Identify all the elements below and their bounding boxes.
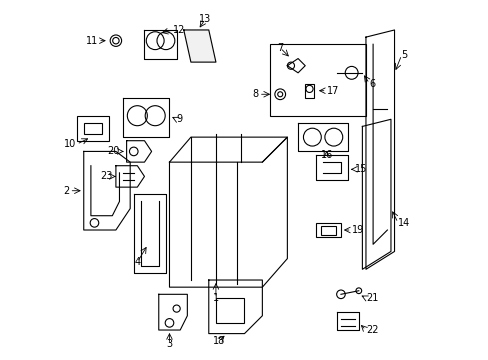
Bar (305, 84, 313, 98)
Text: 22: 22 (365, 325, 378, 335)
Text: 7: 7 (277, 43, 283, 53)
Polygon shape (183, 30, 216, 62)
Text: 9: 9 (176, 114, 183, 124)
Text: 3: 3 (166, 339, 172, 349)
Text: 20: 20 (107, 147, 119, 157)
Text: 14: 14 (397, 218, 409, 228)
Text: 23: 23 (100, 171, 112, 181)
Text: 2: 2 (63, 186, 69, 196)
Text: 11: 11 (85, 36, 98, 46)
Text: 13: 13 (199, 14, 211, 24)
Text: 18: 18 (213, 336, 225, 346)
Bar (315, 223, 340, 237)
Text: 4: 4 (134, 257, 140, 267)
Text: 10: 10 (64, 139, 77, 149)
Text: 21: 21 (365, 293, 378, 303)
Text: 17: 17 (326, 86, 338, 96)
Text: 19: 19 (351, 225, 363, 235)
Text: 1: 1 (212, 293, 219, 303)
Text: 8: 8 (252, 89, 258, 99)
Bar (269, 44, 365, 116)
Bar (83, 123, 102, 134)
Bar (321, 226, 335, 235)
Bar (216, 298, 244, 323)
Text: 6: 6 (369, 78, 375, 89)
Text: 5: 5 (401, 50, 407, 60)
Bar (77, 116, 108, 141)
Text: 15: 15 (354, 164, 367, 174)
Text: 12: 12 (173, 25, 185, 35)
Text: 16: 16 (320, 150, 332, 160)
